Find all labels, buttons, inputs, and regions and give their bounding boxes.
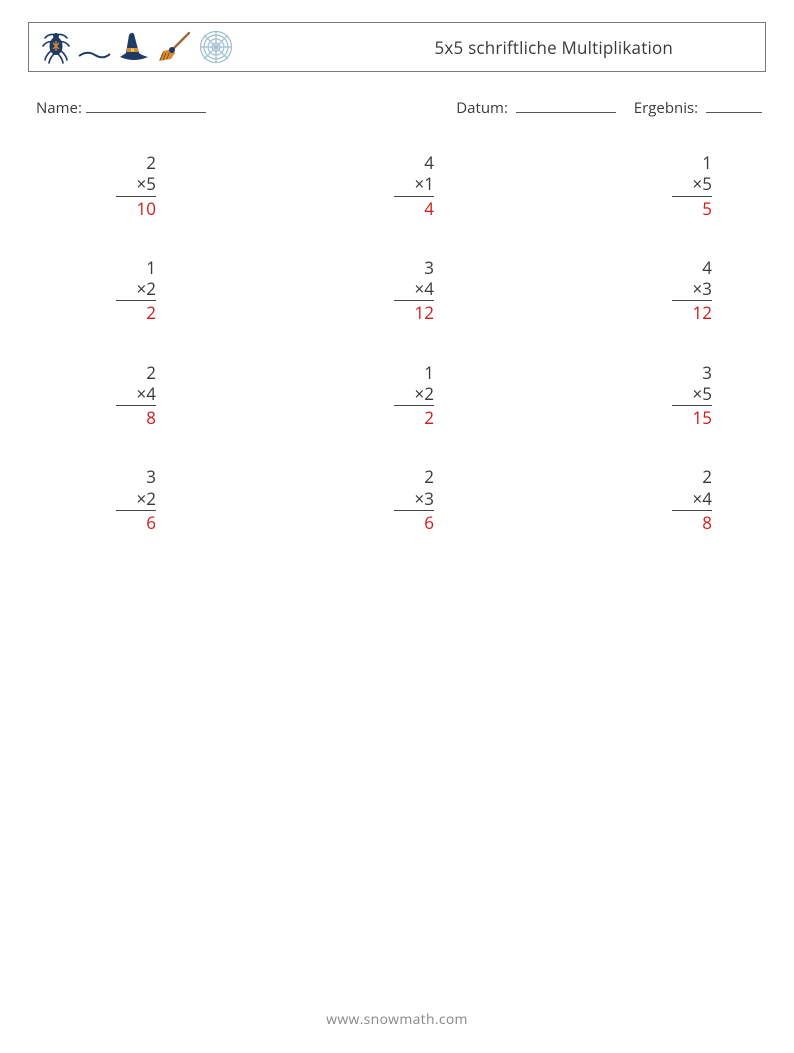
multiplier: ×2 [116,278,156,301]
multiplicand: 1 [672,152,712,173]
multiplier: ×3 [394,488,434,511]
multiplicand: 2 [116,152,156,173]
multiplicand: 4 [672,257,712,278]
multiplier: ×1 [394,173,434,196]
date-blank[interactable] [516,98,616,113]
footer-url: www.snowmath.com [0,1010,794,1029]
answer: 2 [116,301,156,323]
multiplicand: 3 [672,362,712,383]
multiplication-problem: 2×48 [116,362,156,429]
multiplication-problem: 2×36 [394,466,434,533]
spider-icon [41,30,71,64]
multiplication-problem: 2×510 [116,152,156,219]
multiplier: ×3 [672,278,712,301]
answer: 8 [672,511,712,533]
answer: 8 [116,406,156,428]
multiplier: ×2 [394,383,434,406]
name-label: Name: [36,98,82,118]
multiplier: ×5 [116,173,156,196]
problems-grid: 2×5104×141×551×223×4124×3122×481×223×515… [28,152,766,533]
answer: 12 [394,301,434,323]
name-blank[interactable] [86,98,206,113]
multiplier: ×4 [672,488,712,511]
multiplicand: 2 [116,362,156,383]
multiplier: ×4 [116,383,156,406]
multiplicand: 1 [394,362,434,383]
header-icons [41,30,233,64]
answer: 5 [672,197,712,219]
result-label: Ergebnis: [634,98,698,118]
multiplication-problem: 4×14 [394,152,434,219]
multiplication-problem: 1×22 [116,257,156,324]
answer: 15 [672,406,712,428]
date-label: Datum: [456,98,508,118]
multiplication-problem: 1×55 [672,152,712,219]
multiplier: ×4 [394,278,434,301]
multiplicand: 3 [116,466,156,487]
multiplication-problem: 3×26 [116,466,156,533]
answer: 12 [672,301,712,323]
multiplication-problem: 4×312 [672,257,712,324]
multiplier: ×5 [672,383,712,406]
multiplier: ×2 [116,488,156,511]
worksheet-header: 5x5 schriftliche Multiplikation [28,22,766,72]
answer: 6 [394,511,434,533]
answer: 6 [116,511,156,533]
witch-hat-icon [117,31,151,63]
multiplicand: 2 [394,466,434,487]
meta-row: Name: Datum: Ergebnis: [28,98,766,118]
result-blank[interactable] [706,98,762,113]
answer: 2 [394,406,434,428]
multiplication-problem: 3×515 [672,362,712,429]
multiplication-problem: 3×412 [394,257,434,324]
answer: 4 [394,197,434,219]
moon-icon [77,32,111,62]
worksheet-title: 5x5 schriftliche Multiplikation [435,36,753,59]
multiplier: ×5 [672,173,712,196]
multiplicand: 4 [394,152,434,173]
answer: 10 [116,197,156,219]
multiplicand: 3 [394,257,434,278]
broom-icon [157,31,193,63]
multiplication-problem: 1×22 [394,362,434,429]
multiplicand: 2 [672,466,712,487]
spider-web-icon [199,30,233,64]
multiplication-problem: 2×48 [672,466,712,533]
multiplicand: 1 [116,257,156,278]
